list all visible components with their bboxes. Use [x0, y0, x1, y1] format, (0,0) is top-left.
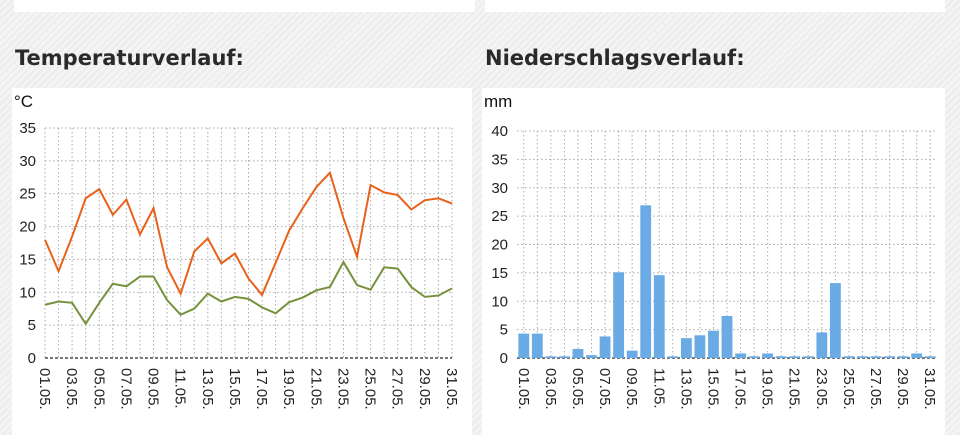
precipitation-chart: 0 5 10 15 20 25 30 35 40 01.05. 03.05. 05.05. 07.05.… [491, 123, 938, 410]
x-tick-label: 05.05. [569, 368, 586, 410]
precipitation-unit-label: mm [484, 92, 513, 111]
x-tick-label: 21.05. [307, 368, 324, 410]
precipitation-bar [518, 333, 530, 358]
y-tick-label: 5 [500, 322, 508, 339]
x-tick-label: 09.05. [145, 368, 162, 410]
precipitation-bar [572, 348, 584, 358]
y-tick-label: 10 [19, 284, 36, 301]
precipitation-bar [775, 356, 787, 358]
x-tick-label: 05.05. [90, 368, 107, 410]
precipitation-bar [708, 330, 719, 358]
precipitation-bar [640, 205, 652, 358]
precipitation-bar [586, 355, 597, 358]
y-tick-label: 0 [28, 350, 36, 367]
y-tick-label: 40 [491, 123, 508, 140]
x-tick-label: 19.05. [280, 368, 297, 410]
x-tick-label: 25.05. [840, 368, 857, 410]
precipitation-bar [870, 356, 882, 358]
x-tick-label: 19.05. [759, 368, 776, 410]
precipitation-chart-panel: mm 0 5 10 15 20 25 30 35 40 01.05. 03.05. 05.05. 07.… [482, 88, 945, 435]
temperature-heading: Temperaturverlauf: [15, 46, 244, 70]
y-tick-label: 35 [19, 120, 36, 137]
x-tick-label: 23.05. [813, 368, 830, 410]
precipitation-bar [789, 356, 801, 358]
y-tick-label: 20 [19, 219, 36, 236]
y-tick-label: 10 [491, 293, 508, 310]
x-tick-label: 29.05. [894, 368, 911, 410]
temperature-chart-panel: °C 0 5 10 15 20 25 30 35 01.05. 03.05. 05.05. 07.05… [12, 88, 472, 435]
precipitation-bar [748, 356, 760, 358]
precipitation-bar [531, 333, 543, 358]
y-tick-label: 15 [19, 251, 36, 268]
precipitation-bar [843, 356, 855, 358]
x-tick-label: 21.05. [786, 368, 803, 410]
precipitation-bar [857, 356, 868, 358]
x-tick-label: 01.05. [36, 368, 53, 410]
x-tick-label: 27.05. [389, 368, 406, 410]
precipitation-bar [762, 353, 774, 358]
precipitation-bar [829, 283, 841, 358]
temperature-chart: 0 5 10 15 20 25 30 35 01.05. 03.05. 05.05. 07.05. 09… [19, 120, 460, 410]
x-tick-label: 01.05. [515, 368, 532, 410]
precipitation-bar [667, 356, 679, 358]
precipitation-bar [694, 335, 706, 358]
x-tick-label: 07.05. [117, 368, 134, 410]
x-tick-label: 11.05. [650, 368, 667, 409]
precipitation-bar [735, 353, 746, 358]
precipitation-bar [599, 336, 611, 358]
x-tick-label: 17.05. [732, 368, 749, 410]
series-line-max [44, 170, 453, 297]
precipitation-bar [884, 356, 895, 358]
x-tick-label: 15.05. [704, 368, 721, 410]
top-card-right [485, 0, 945, 12]
precipitation-bar [559, 356, 570, 358]
precipitation-bar [613, 272, 625, 358]
x-tick-label: 07.05. [596, 368, 613, 410]
temperature-unit-label: °C [14, 92, 34, 111]
y-tick-label: 20 [491, 237, 508, 254]
x-tick-label: 27.05. [867, 368, 884, 410]
precipitation-bar [816, 332, 828, 358]
x-tick-label: 03.05. [542, 368, 559, 410]
precipitation-bar [545, 356, 557, 358]
precipitation-bar [897, 356, 909, 358]
x-tick-label: 31.05. [921, 368, 938, 410]
y-tick-label: 25 [491, 208, 508, 225]
precipitation-bar [626, 350, 638, 358]
precipitation-bar [680, 338, 692, 358]
x-tick-label: 13.05. [677, 368, 694, 410]
x-tick-label: 15.05. [226, 368, 243, 410]
x-tick-label: 25.05. [362, 368, 379, 410]
x-tick-label: 03.05. [63, 368, 80, 410]
x-tick-label: 11.05. [172, 368, 189, 409]
precipitation-bar [911, 353, 923, 358]
precipitation-bar [802, 356, 814, 358]
y-tick-label: 30 [491, 180, 508, 197]
y-tick-label: 0 [500, 350, 508, 367]
precipitation-bar [653, 275, 665, 358]
y-tick-label: 35 [491, 151, 508, 168]
y-tick-label: 25 [19, 186, 36, 203]
precipitation-heading: Niederschlagsverlauf: [485, 46, 745, 70]
x-tick-label: 09.05. [623, 368, 640, 410]
x-tick-label: 31.05. [443, 368, 460, 410]
y-tick-label: 15 [491, 265, 508, 282]
y-tick-label: 5 [28, 317, 36, 334]
x-tick-label: 23.05. [334, 368, 351, 410]
y-tick-label: 30 [19, 153, 36, 170]
x-tick-label: 13.05. [199, 368, 216, 410]
x-tick-label: 29.05. [416, 368, 433, 410]
top-card-left [14, 0, 475, 12]
precipitation-bar [924, 356, 936, 358]
precipitation-bar [721, 316, 733, 358]
series-line-min [44, 260, 453, 326]
x-tick-label: 17.05. [253, 368, 270, 410]
